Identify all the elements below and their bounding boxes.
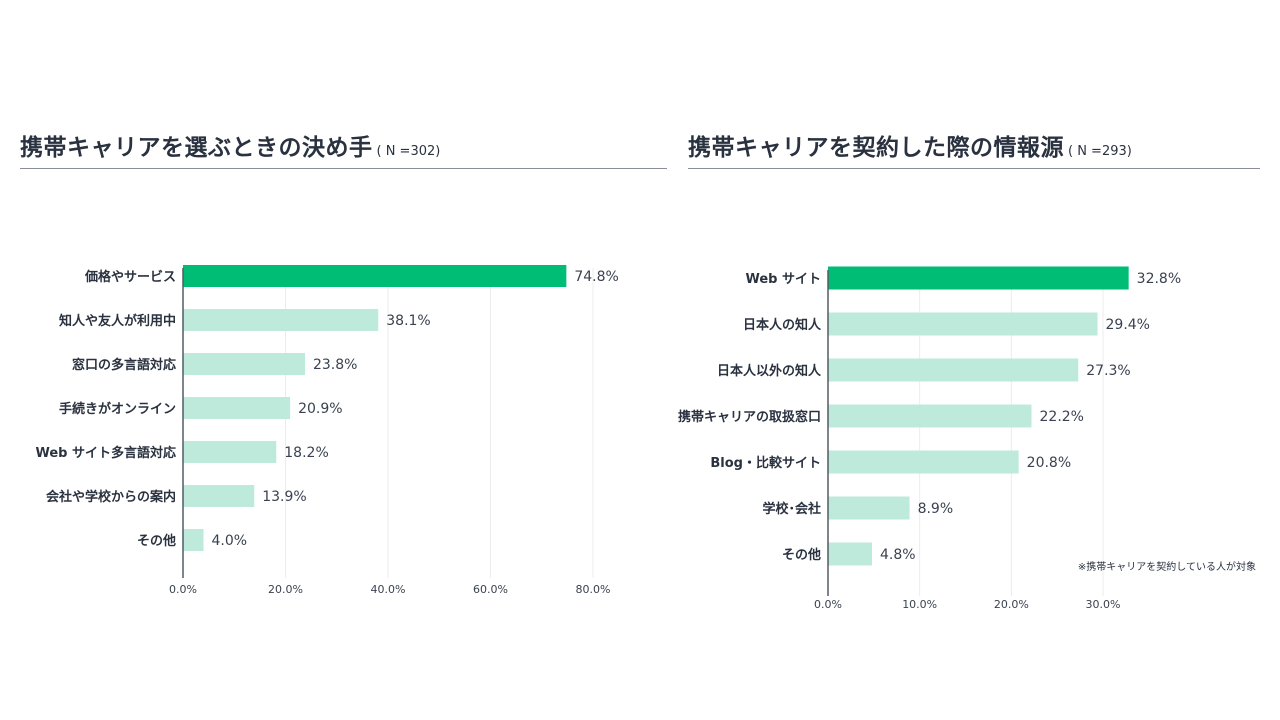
category-label: 手続きがオンライン — [59, 401, 176, 417]
bar — [828, 404, 1032, 428]
category-label: 価格やサービス — [84, 269, 176, 285]
x-tick-label: 10.0% — [902, 598, 937, 611]
bar — [828, 312, 1098, 336]
chart-title: 携帯キャリアを選ぶときの決め手 — [20, 135, 373, 161]
category-label: 窓口の多言語対応 — [72, 357, 176, 373]
bar — [828, 358, 1079, 382]
x-tick-label: 30.0% — [1086, 598, 1121, 611]
category-label: 日本人以外の知人 — [717, 363, 822, 379]
sample-size-label: ( N =302) — [376, 144, 441, 159]
category-label: 日本人の知人 — [743, 317, 822, 333]
value-label: 18.2% — [284, 445, 328, 461]
bar — [183, 397, 291, 419]
value-label: 22.2% — [1040, 409, 1084, 425]
chart-title-row: 携帯キャリアを契約した際の情報源 ( N =293) — [688, 128, 1260, 169]
x-tick-label: 20.0% — [994, 598, 1029, 611]
bar — [183, 309, 379, 331]
value-label: 23.8% — [313, 357, 357, 373]
category-label: その他 — [782, 547, 821, 563]
bar-chart-info-sources: 0.0% 10.0% 20.0% 30.0% Web サイト 32.8% 日本人の知人 29.… — [678, 266, 1181, 611]
bar — [183, 529, 204, 551]
x-tick-label: 20.0% — [268, 583, 303, 596]
category-label: Blog・比較サイト — [710, 455, 821, 471]
x-tick-label: 80.0% — [576, 583, 611, 596]
x-tick-label: 40.0% — [371, 583, 406, 596]
value-label: 38.1% — [386, 313, 430, 329]
bar — [828, 450, 1019, 474]
category-label: Web サイト多言語対応 — [35, 445, 176, 461]
sample-size-label: ( N =293) — [1068, 144, 1132, 159]
chart-title: 携帯キャリアを契約した際の情報源 — [688, 135, 1064, 161]
chart-panel-info-sources: 携帯キャリアを契約した際の情報源 ( N =293) 0.0% 10.0% 20.0%… — [678, 128, 1260, 611]
footnote: ※携帯キャリアを契約している人が対象 — [1077, 562, 1256, 573]
value-label: 20.9% — [298, 401, 342, 417]
bar-chart-choice-factors: 0.0% 20.0% 40.0% 60.0% 80.0% 価格やサービス 74.8% 知人や友… — [35, 265, 619, 596]
value-label: 27.3% — [1086, 363, 1130, 379]
value-label: 29.4% — [1106, 317, 1150, 333]
x-tick-label: 0.0% — [169, 583, 197, 596]
x-tick-label: 0.0% — [814, 598, 842, 611]
value-label: 4.0% — [212, 533, 248, 549]
value-label: 8.9% — [918, 501, 954, 517]
x-tick-label: 60.0% — [473, 583, 508, 596]
value-label: 20.8% — [1027, 455, 1071, 471]
category-label: その他 — [137, 533, 176, 549]
bar — [183, 353, 305, 375]
category-label: 携帯キャリアの取扱窓口 — [678, 409, 821, 425]
bar — [183, 485, 255, 507]
category-label: Web サイト — [745, 272, 821, 287]
category-label: 会社や学校からの案内 — [46, 489, 176, 505]
bar — [828, 496, 910, 520]
chart-title-row: 携帯キャリアを選ぶときの決め手( N =302) — [20, 128, 667, 169]
bar — [828, 542, 872, 566]
category-label: 学校･会社 — [762, 501, 821, 517]
bar — [828, 266, 1129, 290]
value-label: 13.9% — [262, 489, 306, 505]
value-label: 74.8% — [574, 269, 618, 285]
value-label: 32.8% — [1137, 271, 1181, 287]
category-label: 知人や友人が利用中 — [59, 313, 176, 329]
chart-panel-choice-factors: 携帯キャリアを選ぶときの決め手( N =302) 0.0% 20.0% 40.0% 6… — [20, 128, 667, 596]
bar — [183, 441, 277, 463]
bar — [183, 265, 567, 287]
value-label: 4.8% — [880, 547, 916, 563]
